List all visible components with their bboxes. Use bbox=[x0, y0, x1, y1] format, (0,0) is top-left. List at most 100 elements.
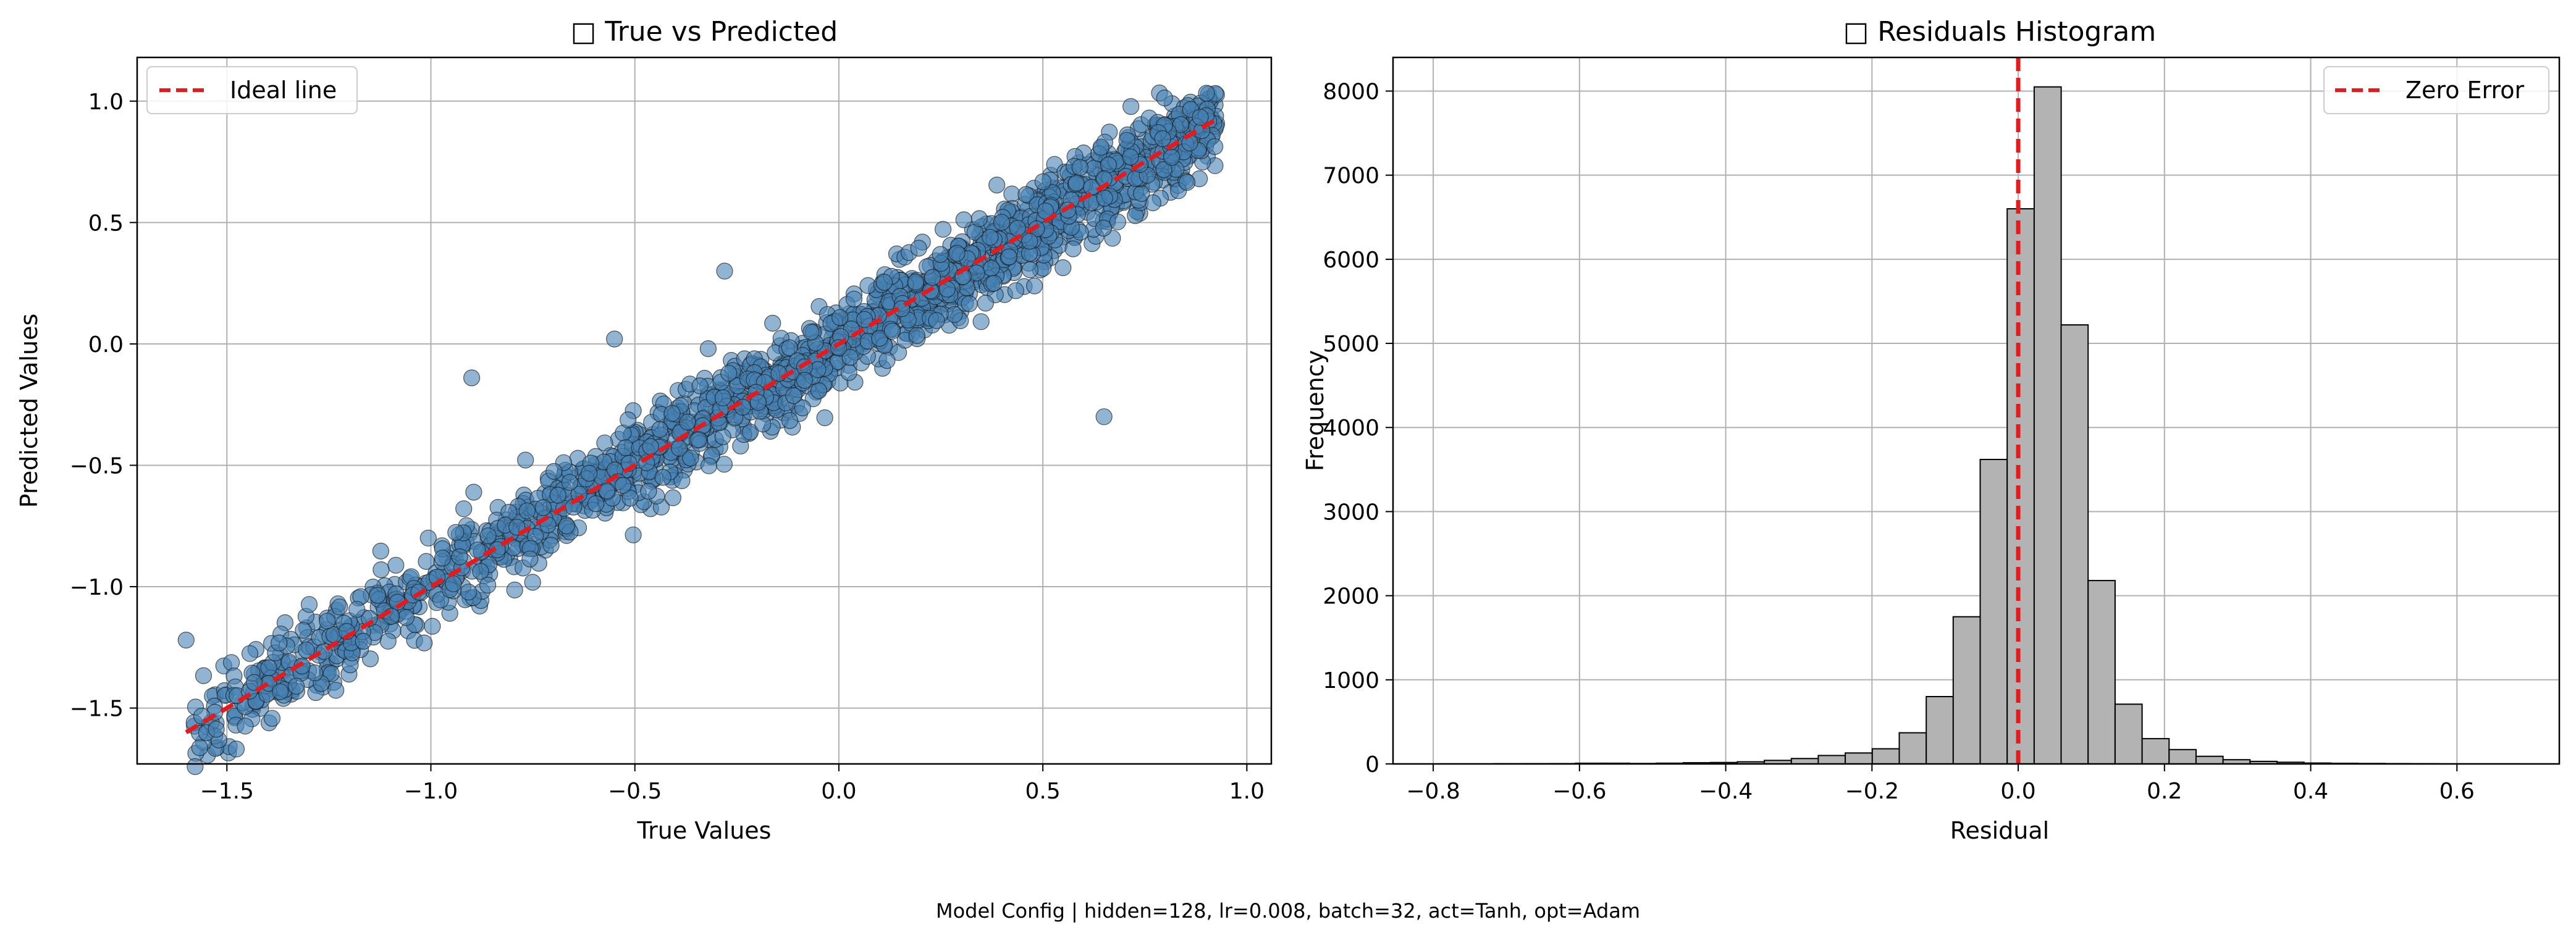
scatter-point bbox=[690, 431, 707, 448]
histogram-bar bbox=[2141, 738, 2170, 765]
scatter-point bbox=[977, 295, 995, 312]
histogram-bar bbox=[2006, 208, 2035, 765]
histogram-bar bbox=[2195, 755, 2224, 765]
scatter-point bbox=[934, 220, 952, 238]
scatter-point bbox=[1178, 174, 1196, 191]
scatter-point bbox=[369, 587, 386, 604]
scatter-point bbox=[642, 438, 659, 455]
scatter-point bbox=[271, 634, 288, 652]
scatter-title: □ True vs Predicted bbox=[571, 16, 838, 48]
histogram-x-tick-label: −0.8 bbox=[1406, 779, 1460, 804]
scatter-point bbox=[373, 561, 390, 579]
scatter-point bbox=[1071, 159, 1089, 176]
scatter-x-tick-label: 1.0 bbox=[1229, 779, 1265, 804]
scatter-point bbox=[1155, 161, 1172, 178]
scatter-point bbox=[300, 596, 318, 613]
scatter-point bbox=[521, 550, 539, 568]
scatter-point bbox=[1067, 174, 1085, 191]
scatter-point bbox=[331, 598, 348, 616]
histogram-bars bbox=[1439, 86, 2521, 765]
scatter-point bbox=[1133, 185, 1150, 202]
scatter-point bbox=[955, 211, 972, 228]
histogram-bar bbox=[2168, 748, 2197, 765]
scatter-point bbox=[875, 274, 893, 291]
scatter-point bbox=[816, 409, 833, 427]
histogram-bar bbox=[1979, 459, 2008, 765]
scatter-point bbox=[682, 450, 699, 467]
scatter-point bbox=[587, 495, 605, 513]
scatter-point bbox=[983, 259, 1000, 277]
scatter-y-tick-label: −1.5 bbox=[70, 697, 124, 722]
scatter-point bbox=[245, 674, 263, 691]
ideal-line-group bbox=[185, 116, 1219, 734]
scatter-point bbox=[840, 364, 857, 381]
histogram-grid bbox=[1393, 57, 2559, 765]
scatter-y-tick-label: 0.0 bbox=[88, 332, 124, 358]
scatter-point bbox=[1192, 109, 1209, 126]
scatter-point bbox=[845, 290, 863, 308]
histogram-y-tick-label: 2000 bbox=[1323, 584, 1379, 610]
scatter-point bbox=[1021, 261, 1039, 279]
scatter-point bbox=[416, 634, 433, 652]
histogram-y-ticks: 0 1000 2000 3000 4000 5000 6000 7000 8000 bbox=[1323, 79, 1393, 777]
scatter-point bbox=[1206, 138, 1224, 155]
scatter-point bbox=[1122, 98, 1140, 115]
scatter-point bbox=[534, 499, 552, 516]
histogram-subplot: □ Residuals Histogram −0.8 −0.6 −0.4 −0.2 0.… bbox=[1302, 16, 2561, 844]
scatter-point bbox=[910, 240, 927, 257]
scatter-y-label: Predicted Values bbox=[15, 314, 43, 508]
scatter-point bbox=[451, 548, 468, 566]
histogram-x-tick-label: 0.2 bbox=[2147, 779, 2182, 804]
scatter-point bbox=[288, 677, 305, 695]
histogram-axes-frame bbox=[1392, 56, 2561, 765]
scatter-point bbox=[1025, 277, 1043, 295]
histogram-x-tick-label: 0.4 bbox=[2293, 779, 2328, 804]
scatter-x-tick-label: −0.5 bbox=[608, 779, 662, 804]
scatter-point bbox=[237, 718, 254, 735]
histogram-y-label: Frequency bbox=[1302, 350, 1329, 471]
scatter-x-tick-label: −1.0 bbox=[404, 779, 458, 804]
histogram-title: □ Residuals Histogram bbox=[1843, 16, 2157, 48]
scatter-point bbox=[640, 482, 657, 500]
scatter-point bbox=[263, 710, 281, 727]
scatter-point bbox=[1118, 132, 1135, 149]
scatter-point bbox=[506, 581, 523, 599]
scatter-point bbox=[479, 576, 497, 594]
histogram-y-tick-label: 0 bbox=[1365, 752, 1379, 777]
scatter-point bbox=[191, 739, 208, 756]
scatter-point bbox=[1000, 248, 1018, 266]
histogram-y-tick-label: 8000 bbox=[1323, 79, 1379, 104]
scatter-legend: Ideal line bbox=[146, 66, 358, 114]
scatter-point bbox=[670, 440, 688, 457]
scatter-x-tick-label: −1.5 bbox=[200, 779, 254, 804]
scatter-point bbox=[445, 575, 462, 592]
scatter-point bbox=[598, 482, 616, 500]
histogram-y-tick-label: 3000 bbox=[1323, 500, 1379, 525]
scatter-x-label: True Values bbox=[637, 817, 772, 844]
scatter-point bbox=[802, 323, 820, 341]
histogram-y-tick-label: 5000 bbox=[1323, 332, 1379, 357]
scatter-point bbox=[988, 177, 1006, 194]
scatter-x-tick-label: 0.0 bbox=[821, 779, 856, 804]
scatter-point bbox=[1163, 149, 1181, 166]
scatter-point bbox=[679, 413, 696, 431]
scatter-point bbox=[460, 584, 478, 601]
scatter-point bbox=[1017, 186, 1035, 203]
histogram-y-tick-label: 4000 bbox=[1323, 416, 1379, 441]
scatter-point bbox=[298, 642, 315, 659]
scatter-point bbox=[1021, 233, 1038, 250]
scatter-point bbox=[327, 682, 345, 699]
scatter-point bbox=[831, 309, 849, 326]
scatter-point bbox=[447, 524, 465, 541]
histogram-x-tick-label: 0.6 bbox=[2439, 779, 2475, 804]
scatter-point bbox=[524, 574, 541, 591]
histogram-x-tick-label: −0.6 bbox=[1552, 779, 1606, 804]
scatter-point bbox=[770, 364, 788, 382]
scatter-point bbox=[720, 364, 738, 382]
scatter-point bbox=[517, 451, 534, 469]
histogram-bar bbox=[1871, 748, 1900, 765]
scatter-point bbox=[295, 622, 312, 639]
scatter-point bbox=[1095, 219, 1113, 237]
model-config-footer: Model Config | hidden=128, lr=0.008, bat… bbox=[936, 899, 1640, 923]
